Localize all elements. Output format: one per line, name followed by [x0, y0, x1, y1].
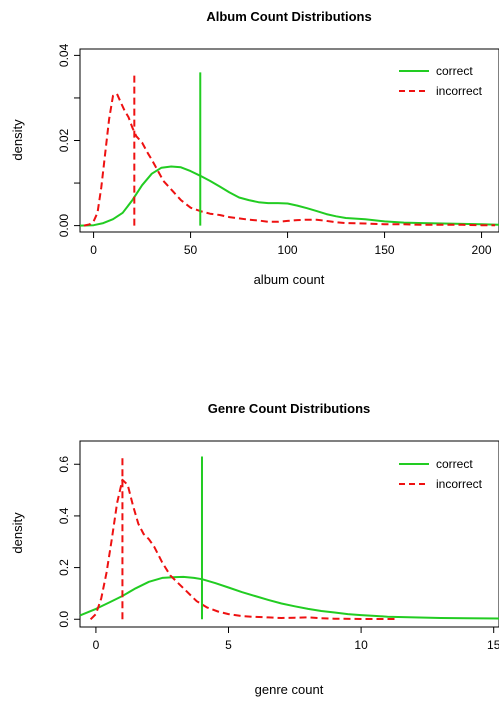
y-tick-label: 0.2	[57, 559, 71, 576]
chart-title: Album Count Distributions	[206, 9, 371, 24]
y-tick-label: 0.02	[57, 128, 71, 152]
legend-label-correct: correct	[436, 64, 473, 78]
legend-label-incorrect: incorrect	[436, 84, 483, 98]
y-axis: 0.00 0.02 0.04	[57, 43, 80, 237]
legend-label-correct: correct	[436, 457, 473, 471]
album-count-panel: Album Count Distributions album count de…	[10, 9, 499, 287]
y-tick-label: 0.6	[57, 456, 71, 473]
x-tick-label: 0	[90, 243, 97, 257]
series-line-correct	[79, 575, 499, 620]
x-tick-label: 15	[487, 638, 499, 652]
y-axis: 0.0 0.2 0.4 0.6	[57, 456, 80, 628]
y-tick-label: 0.04	[57, 43, 71, 67]
y-tick-label: 0.4	[57, 507, 71, 524]
y-tick-label: 0.00	[57, 214, 71, 238]
x-tick-label: 50	[184, 243, 198, 257]
y-axis-label: density	[10, 512, 25, 554]
x-tick-label: 0	[93, 638, 100, 652]
x-tick-label: 150	[375, 243, 395, 257]
plot-area	[79, 456, 499, 621]
x-axis: 0 5 10 15	[93, 627, 499, 652]
x-tick-label: 10	[354, 638, 368, 652]
series-line-incorrect	[83, 92, 496, 227]
x-axis-label: album count	[254, 272, 325, 287]
legend: correct incorrect	[399, 64, 483, 98]
x-tick-label: 5	[225, 638, 232, 652]
y-axis-label: density	[10, 119, 25, 161]
chart-title: Genre Count Distributions	[208, 401, 371, 416]
x-axis-label: genre count	[255, 682, 324, 697]
legend: correct incorrect	[399, 457, 483, 491]
x-axis: 0 50 100 150 200	[90, 232, 492, 257]
x-tick-label: 100	[278, 243, 298, 257]
series-line-incorrect	[89, 478, 396, 621]
plot-area	[79, 72, 499, 227]
y-tick-label: 0.0	[57, 611, 71, 628]
plot-frame	[79, 440, 499, 628]
legend-label-incorrect: incorrect	[436, 477, 483, 491]
series-line-correct	[79, 165, 499, 227]
genre-count-panel: Genre Count Distributions genre count de…	[10, 401, 499, 697]
x-tick-label: 200	[472, 243, 492, 257]
